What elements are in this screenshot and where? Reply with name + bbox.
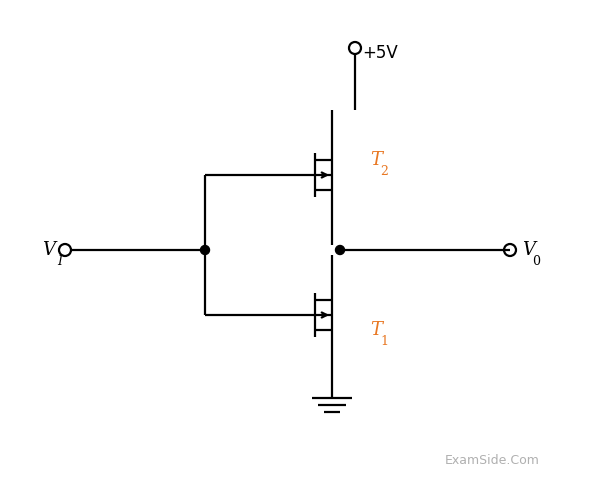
Text: V: V: [522, 241, 535, 259]
Text: 0: 0: [532, 255, 540, 268]
Text: I: I: [57, 255, 62, 268]
Text: 2: 2: [380, 165, 388, 178]
Text: 1: 1: [380, 335, 388, 348]
Text: T: T: [370, 321, 382, 339]
Circle shape: [200, 246, 209, 254]
Text: +5V: +5V: [362, 44, 398, 62]
Text: ExamSide.Com: ExamSide.Com: [445, 453, 540, 466]
Circle shape: [335, 246, 344, 254]
Text: V: V: [42, 241, 55, 259]
Text: T: T: [370, 151, 382, 169]
